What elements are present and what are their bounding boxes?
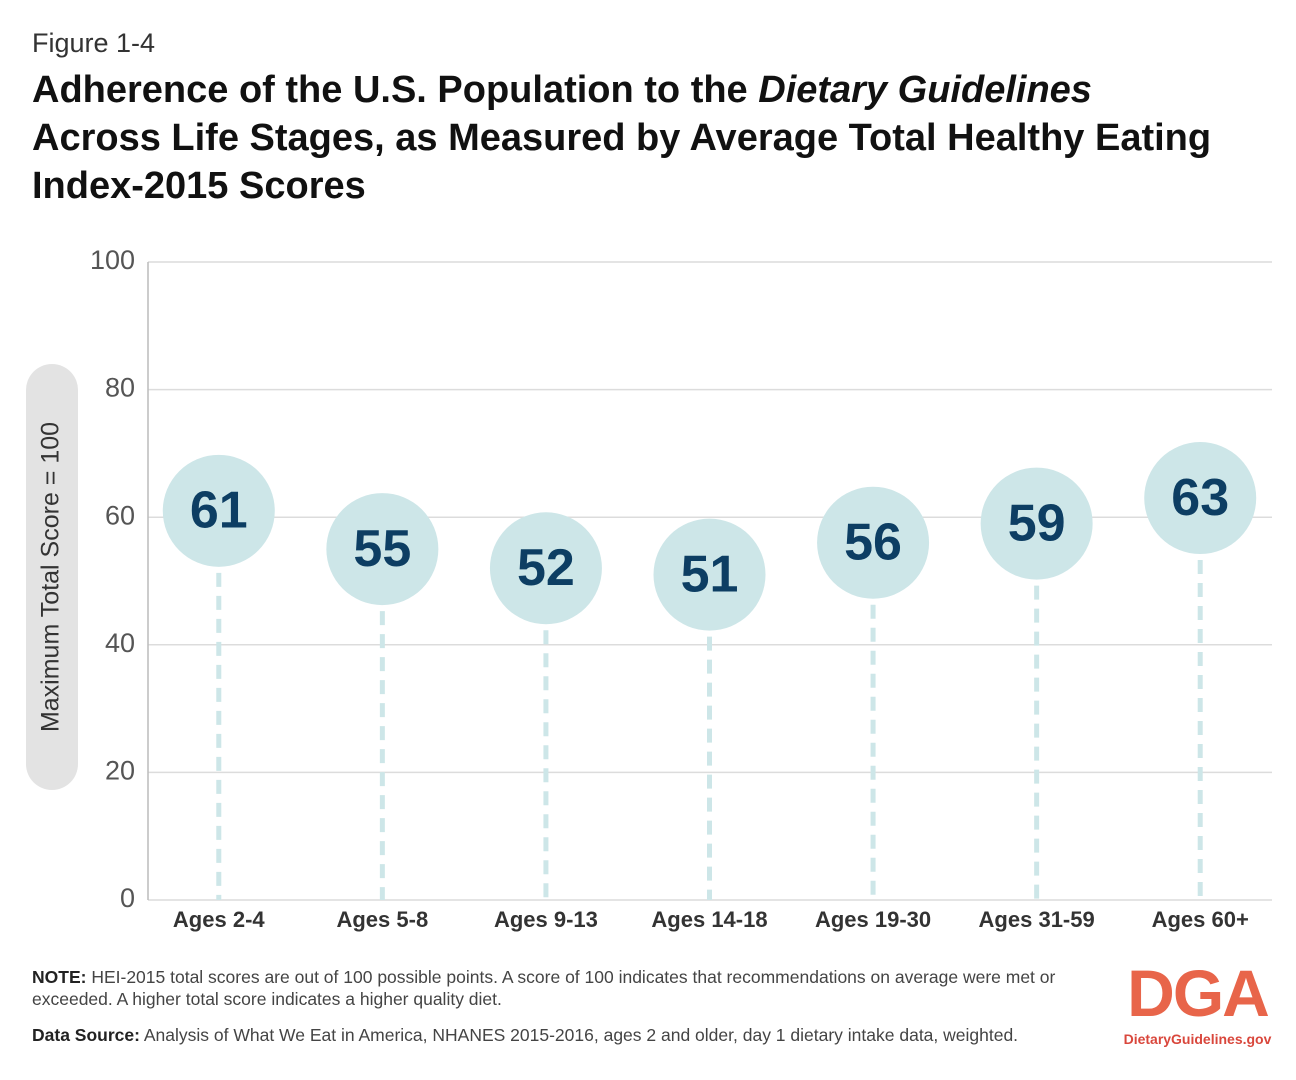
x-tick-label: Ages 9-13: [494, 907, 598, 932]
x-tick-label: Ages 14-18: [651, 907, 767, 932]
y-label-pill: [26, 364, 78, 790]
x-tick-label: Ages 31-59: [979, 907, 1095, 932]
y-tick-label: 20: [105, 756, 135, 786]
logo-mark: DGA: [1127, 956, 1270, 1030]
y-tick-label: 40: [105, 628, 135, 658]
logo-url: DietaryGuidelines.gov: [1123, 1031, 1272, 1047]
title-part: Adherence of the U.S. Population to the: [32, 69, 759, 111]
value-label: 61: [190, 482, 248, 540]
value-label: 56: [844, 513, 902, 571]
chart: Maximum Total Score = 100 0 20 40 60 80 100 Ag…: [26, 245, 1272, 932]
note-label: NOTE:: [32, 967, 87, 987]
score-circle: [817, 486, 930, 599]
y-tick-label: 0: [120, 883, 135, 913]
score-circle: [1144, 442, 1257, 555]
score-circle: [162, 454, 275, 567]
x-tick-label: Ages 60+: [1152, 907, 1249, 932]
score-circle: [653, 518, 766, 631]
y-tick-label: 60: [105, 500, 135, 530]
source: Data Source: Analysis of What We Eat in …: [32, 1024, 1018, 1046]
value-label: 63: [1171, 469, 1229, 527]
logo: DGA DietaryGuidelines.gov: [1120, 955, 1275, 1047]
y-axis-label: Maximum Total Score = 100: [37, 422, 65, 732]
score-circle: [489, 512, 602, 625]
x-tick-label: Ages 2-4: [173, 907, 265, 932]
chart-title: Adherence of the U.S. Population to the …: [32, 66, 1212, 210]
value-label: 52: [517, 539, 575, 597]
value-label: 55: [353, 520, 411, 578]
figure-label: Figure 1-4: [32, 28, 156, 58]
title-part: Dietary Guidelines: [758, 69, 1092, 111]
score-circle: [326, 493, 439, 606]
source-label: Data Source:: [32, 1025, 140, 1045]
note-text: HEI-2015 total scores are out of 100 pos…: [32, 967, 1056, 1009]
x-tick-label: Ages 19-30: [815, 907, 931, 932]
score-circle: [980, 467, 1093, 580]
source-text: Analysis of What We Eat in America, NHAN…: [139, 1025, 1019, 1045]
note: NOTE: HEI-2015 total scores are out of 1…: [32, 966, 1072, 1010]
x-tick-label: Ages 5-8: [336, 907, 428, 932]
title-part: Across Life Stages, as Measured by Avera…: [32, 117, 1212, 207]
y-tick-label: 80: [105, 373, 135, 403]
value-label: 59: [1008, 494, 1066, 552]
value-label: 51: [681, 545, 739, 603]
y-tick-label: 100: [90, 245, 135, 275]
